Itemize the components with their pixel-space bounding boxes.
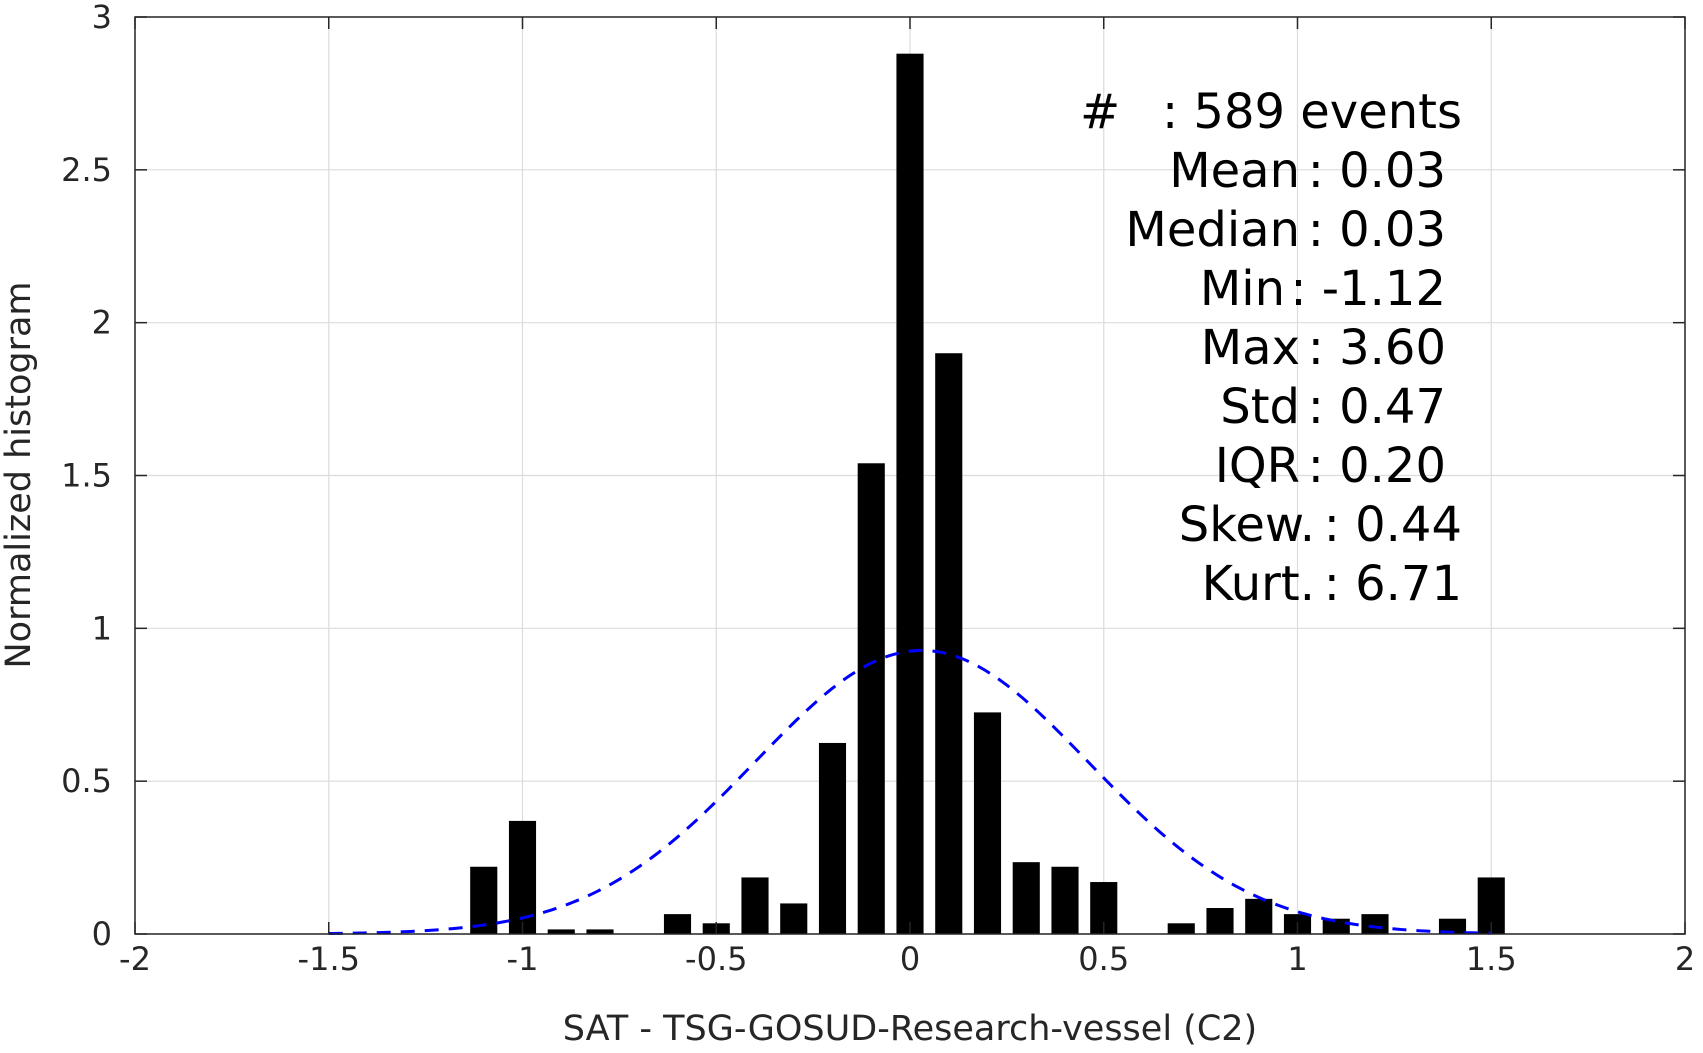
histogram-bar <box>973 712 1002 934</box>
gaussian-fit-curve <box>328 648 1492 935</box>
y-tick-label: 0 <box>92 915 112 953</box>
histogram-bar <box>896 53 924 935</box>
histogram-bar <box>857 463 885 934</box>
stat-value: : 0.03 <box>1308 143 1446 199</box>
y-tick-label: 1.5 <box>61 457 112 495</box>
stat-value: : 0.44 <box>1324 497 1462 553</box>
stat-value: : 589 events <box>1162 84 1462 140</box>
stat-value: : -1.12 <box>1290 261 1446 317</box>
x-tick-label: -1.5 <box>298 940 360 978</box>
x-tick-label: 2 <box>1675 940 1695 978</box>
histogram-bar <box>935 353 963 934</box>
histogram-bar <box>1167 923 1195 934</box>
histogram-bar <box>663 914 692 934</box>
histogram-bar <box>586 929 614 934</box>
x-tick-labels: -2 -1.5 -1 -0.5 0 0.5 1 1.5 2 <box>119 940 1695 978</box>
stat-value: : 0.47 <box>1308 379 1446 435</box>
stat-value: : 3.60 <box>1308 320 1446 376</box>
histogram-bar <box>1322 918 1350 934</box>
histogram-bar <box>1206 908 1234 934</box>
histogram-bar <box>547 929 575 934</box>
histogram-bar <box>741 877 769 934</box>
x-tick-label: -1 <box>507 940 539 978</box>
stat-label: Median <box>1125 202 1300 258</box>
stat-value: : 6.71 <box>1324 556 1462 612</box>
stat-value: : 0.20 <box>1308 438 1446 494</box>
stat-value: : 0.03 <box>1308 202 1446 258</box>
y-tick-label: 2 <box>92 304 112 342</box>
histogram-bar <box>1361 914 1389 934</box>
y-tick-label: 3 <box>92 0 112 36</box>
histogram-bar <box>780 903 808 934</box>
x-tick-label: -2 <box>119 940 151 978</box>
stat-label: IQR <box>1215 438 1300 494</box>
stat-label: Max <box>1201 320 1300 376</box>
y-tick-label: 0.5 <box>61 762 112 800</box>
histogram-bar <box>1051 866 1079 934</box>
x-tick-label: 1 <box>1287 940 1307 978</box>
stat-label: Skew. <box>1179 497 1315 553</box>
axis-ticks <box>134 16 1686 935</box>
x-axis-label: SAT - TSG-GOSUD-Research-vessel (C2) <box>563 1009 1257 1049</box>
y-axis-label: Normalized histogram <box>0 281 39 668</box>
stat-label: Mean <box>1169 143 1300 199</box>
histogram-bars <box>470 53 1505 935</box>
histogram-bar <box>470 866 498 934</box>
histogram-bar <box>1438 918 1467 934</box>
histogram-bar <box>1245 898 1273 934</box>
stat-label: Min <box>1200 261 1285 317</box>
x-tick-label: 1.5 <box>1466 940 1517 978</box>
stat-label: Kurt. <box>1202 556 1315 612</box>
x-tick-label: 0.5 <box>1078 940 1129 978</box>
stat-label: # <box>1080 84 1120 140</box>
stat-label: Std <box>1220 379 1300 435</box>
x-tick-label: 0 <box>900 940 920 978</box>
x-tick-label: -0.5 <box>685 940 747 978</box>
histogram-bar <box>818 742 847 934</box>
histogram-bar <box>1012 862 1040 934</box>
y-tick-label: 1 <box>92 609 112 647</box>
y-tick-labels: 0 0.5 1 1.5 2 2.5 3 <box>61 0 112 953</box>
y-tick-label: 2.5 <box>61 151 112 189</box>
